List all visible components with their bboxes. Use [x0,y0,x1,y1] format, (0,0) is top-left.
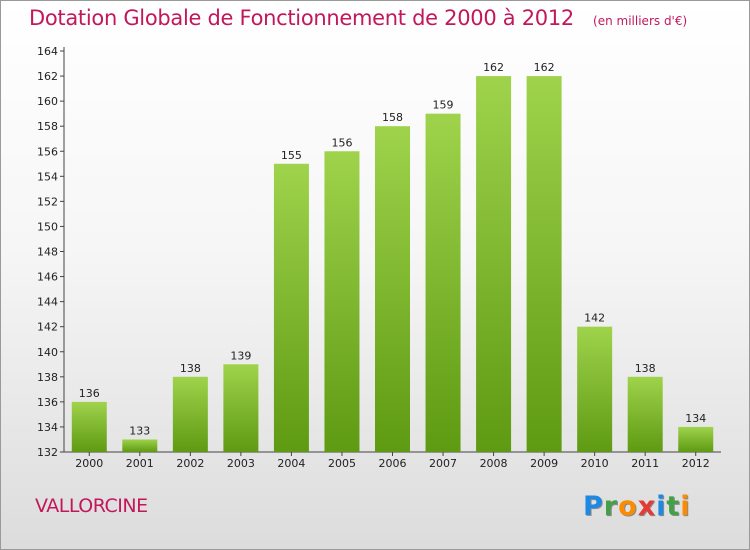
chart-unit: (en milliers d'€) [593,14,688,28]
bar-2002 [172,376,208,452]
y-tick-label: 144 [37,296,58,309]
brand-logo: Proxiti [583,491,691,522]
value-label: 142 [584,312,605,325]
bar-2001 [122,439,158,452]
y-tick-label: 142 [37,321,58,334]
value-label: 134 [685,412,706,425]
x-tick-label: 2002 [176,457,204,470]
x-tick-label: 2005 [328,457,356,470]
bar-2008 [476,76,512,452]
value-label: 162 [483,61,504,74]
value-label: 138 [635,362,656,375]
value-label: 162 [534,61,555,74]
bar-2006 [375,126,410,452]
x-tick-label: 2011 [631,457,659,470]
bar-2005 [324,151,360,452]
brand-letter: P [583,491,604,522]
value-label: 155 [281,149,302,162]
brand-letter: x [637,491,657,522]
bar-2003 [223,364,259,452]
value-label: 159 [433,99,454,112]
y-tick-label: 134 [37,421,58,434]
x-tick-label: 2008 [480,457,508,470]
x-tick-label: 2012 [682,457,710,470]
y-tick-label: 148 [37,246,58,259]
y-tick-label: 136 [37,396,58,409]
title-row: Dotation Globale de Fonctionnement de 20… [29,6,687,30]
y-tick-label: 152 [37,195,58,208]
commune-name: VALLORCINE [35,495,148,517]
bar-2000 [71,401,107,452]
labels: 2000 136 2001 133 2002 138 2003 139 2004 155 2005 1… [75,61,709,470]
y-tick-label: 162 [37,70,58,83]
chart-title: Dotation Globale de Fonctionnement de 20… [29,6,574,30]
brand-letter: i [656,491,667,522]
y-tick-label: 158 [37,120,58,133]
y-tick-label: 150 [37,220,58,233]
bar-2011 [627,376,663,452]
x-tick-label: 2004 [277,457,305,470]
value-label: 158 [382,111,403,124]
value-label: 133 [129,424,150,437]
value-label: 136 [79,387,100,400]
brand-letter: t [666,491,681,522]
brand-letter: i [680,491,691,522]
bar-2007 [425,113,461,452]
y-tick-label: 140 [37,346,58,359]
x-tick-label: 2006 [379,457,407,470]
value-label: 138 [180,362,201,375]
bar-2012 [678,426,714,452]
bar-2009 [526,76,562,452]
y-tick-label: 138 [37,371,58,384]
y-tick-label: 154 [37,170,58,183]
x-tick-label: 2000 [75,457,103,470]
x-tick-label: 2010 [581,457,609,470]
x-tick-label: 2009 [530,457,558,470]
value-label: 156 [331,136,352,149]
axes: 132 134 136 138 140 142 144 146 148 150 152 154 156 1… [37,45,721,459]
bars [71,76,714,452]
value-label: 139 [230,349,251,362]
x-tick-label: 2007 [429,457,457,470]
x-tick-label: 2001 [126,457,154,470]
x-tick-label: 2003 [227,457,255,470]
y-tick-label: 132 [37,446,58,459]
y-tick-label: 156 [37,145,58,158]
bar-2010 [577,326,613,452]
y-tick-label: 164 [37,45,58,58]
y-tick-label: 146 [37,271,58,284]
brand-letter: r [603,491,619,522]
bar-2004 [273,163,309,452]
y-tick-label: 160 [37,95,58,108]
brand-letter: o [618,491,638,522]
